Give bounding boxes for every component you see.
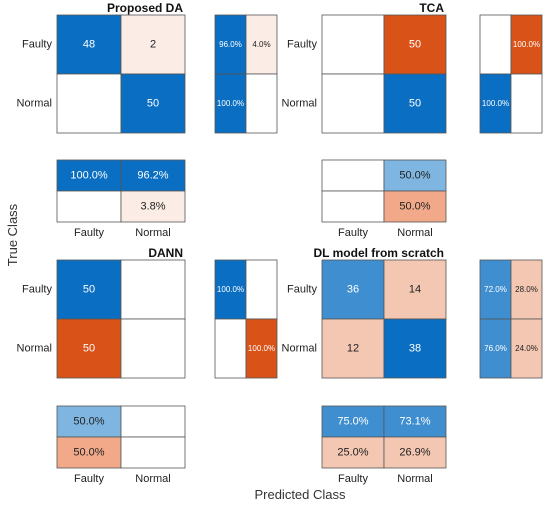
matrix-cell — [321, 14, 385, 75]
column-label: Normal — [397, 227, 432, 239]
column-label: Normal — [397, 473, 432, 485]
matrix-cell-value: 36 — [347, 284, 359, 296]
chart-title: DANN — [148, 246, 183, 260]
row-summary-value: 96.0% — [219, 40, 242, 49]
row-summary-cell — [245, 318, 278, 379]
column-summary-cell — [383, 405, 447, 438]
column-summary-cell — [56, 190, 122, 223]
row-label: Faulty — [22, 39, 52, 51]
column-summary-value: 96.2% — [137, 170, 168, 182]
row-summary-cell — [214, 259, 247, 320]
column-summary-value: 50.0% — [399, 170, 430, 182]
row-summary-value: 100.0% — [217, 285, 244, 294]
column-summary-value: 50.0% — [73, 416, 104, 428]
column-summary-cell — [120, 436, 186, 469]
matrix-cell — [56, 73, 122, 134]
column-summary-cell — [383, 190, 447, 223]
column-label: Faulty — [74, 227, 104, 239]
matrix-cell — [383, 259, 447, 320]
matrix-cell — [383, 73, 447, 134]
matrix-cell-value: 50 — [409, 98, 421, 110]
matrix-cell — [120, 73, 186, 134]
column-summary-cell — [120, 405, 186, 438]
column-summary-cell — [120, 190, 186, 223]
row-summary-cell — [214, 73, 247, 134]
column-label: Faulty — [338, 227, 368, 239]
column-summary-cell — [321, 190, 385, 223]
row-summary-cell — [479, 14, 512, 75]
row-summary-value: 72.0% — [484, 285, 507, 294]
row-summary-cell — [245, 259, 278, 320]
row-label: Normal — [17, 98, 52, 110]
matrix-cell-value: 50 — [409, 39, 421, 51]
column-summary-cell — [321, 159, 385, 192]
column-summary-cell — [383, 436, 447, 469]
row-summary-cell — [479, 73, 512, 134]
row-summary-cell — [510, 259, 543, 320]
matrix-cell-value: 12 — [347, 343, 359, 355]
row-summary-value: 100.0% — [248, 344, 275, 353]
matrix-cell-value: 50 — [147, 98, 159, 110]
matrix-cell — [120, 318, 186, 379]
matrix-cell — [120, 14, 186, 75]
row-label: Normal — [282, 98, 317, 110]
row-summary-cell — [510, 73, 543, 134]
x-axis-title: Predicted Class — [254, 487, 346, 502]
row-summary-cell — [214, 318, 247, 379]
row-summary-value: 28.0% — [515, 285, 538, 294]
row-summary-cell — [510, 14, 543, 75]
matrix-cell — [383, 318, 447, 379]
column-summary-value: 100.0% — [70, 170, 108, 182]
column-summary-value: 50.0% — [73, 447, 104, 459]
matrix-cell-value: 48 — [83, 39, 95, 51]
matrix-cell-value: 50 — [83, 284, 95, 296]
column-summary-value: 25.0% — [337, 447, 368, 459]
chart-title: DL model from scratch — [314, 246, 444, 260]
matrix-cell — [321, 259, 385, 320]
column-summary-cell — [56, 405, 122, 438]
row-label: Faulty — [22, 284, 52, 296]
chart-title: TCA — [419, 1, 444, 15]
matrix-cell — [56, 259, 122, 320]
matrix-cell — [383, 14, 447, 75]
row-label: Faulty — [287, 39, 317, 51]
row-summary-value: 100.0% — [217, 99, 244, 108]
matrix-cell-value: 50 — [83, 343, 95, 355]
column-summary-cell — [120, 159, 186, 192]
matrix-cell-value: 14 — [409, 284, 421, 296]
matrix-cell — [56, 318, 122, 379]
row-summary-value: 4.0% — [252, 40, 270, 49]
column-label: Normal — [135, 473, 170, 485]
column-summary-value: 75.0% — [337, 416, 368, 428]
matrix-cell — [321, 73, 385, 134]
column-label: Normal — [135, 227, 170, 239]
column-summary-value: 3.8% — [140, 201, 165, 213]
column-summary-cell — [56, 436, 122, 469]
column-summary-cell — [383, 159, 447, 192]
matrix-cell — [56, 14, 122, 75]
row-summary-cell — [510, 318, 543, 379]
matrix-cell-value: 38 — [409, 343, 421, 355]
column-label: Faulty — [338, 473, 368, 485]
column-label: Faulty — [74, 473, 104, 485]
row-summary-value: 100.0% — [482, 99, 509, 108]
matrix-cell — [120, 259, 186, 320]
row-summary-value: 24.0% — [515, 344, 538, 353]
row-summary-value: 100.0% — [513, 40, 540, 49]
row-label: Normal — [282, 343, 317, 355]
matrix-cell-value: 2 — [150, 39, 156, 51]
chart-title: Proposed DA — [107, 1, 183, 15]
column-summary-value: 73.1% — [399, 416, 430, 428]
row-summary-cell — [479, 318, 512, 379]
y-axis-title: True Class — [5, 203, 20, 266]
column-summary-value: 26.9% — [399, 447, 430, 459]
row-summary-value: 76.0% — [484, 344, 507, 353]
row-summary-cell — [245, 73, 278, 134]
row-label: Normal — [17, 343, 52, 355]
row-label: Faulty — [287, 284, 317, 296]
column-summary-value: 50.0% — [399, 201, 430, 213]
